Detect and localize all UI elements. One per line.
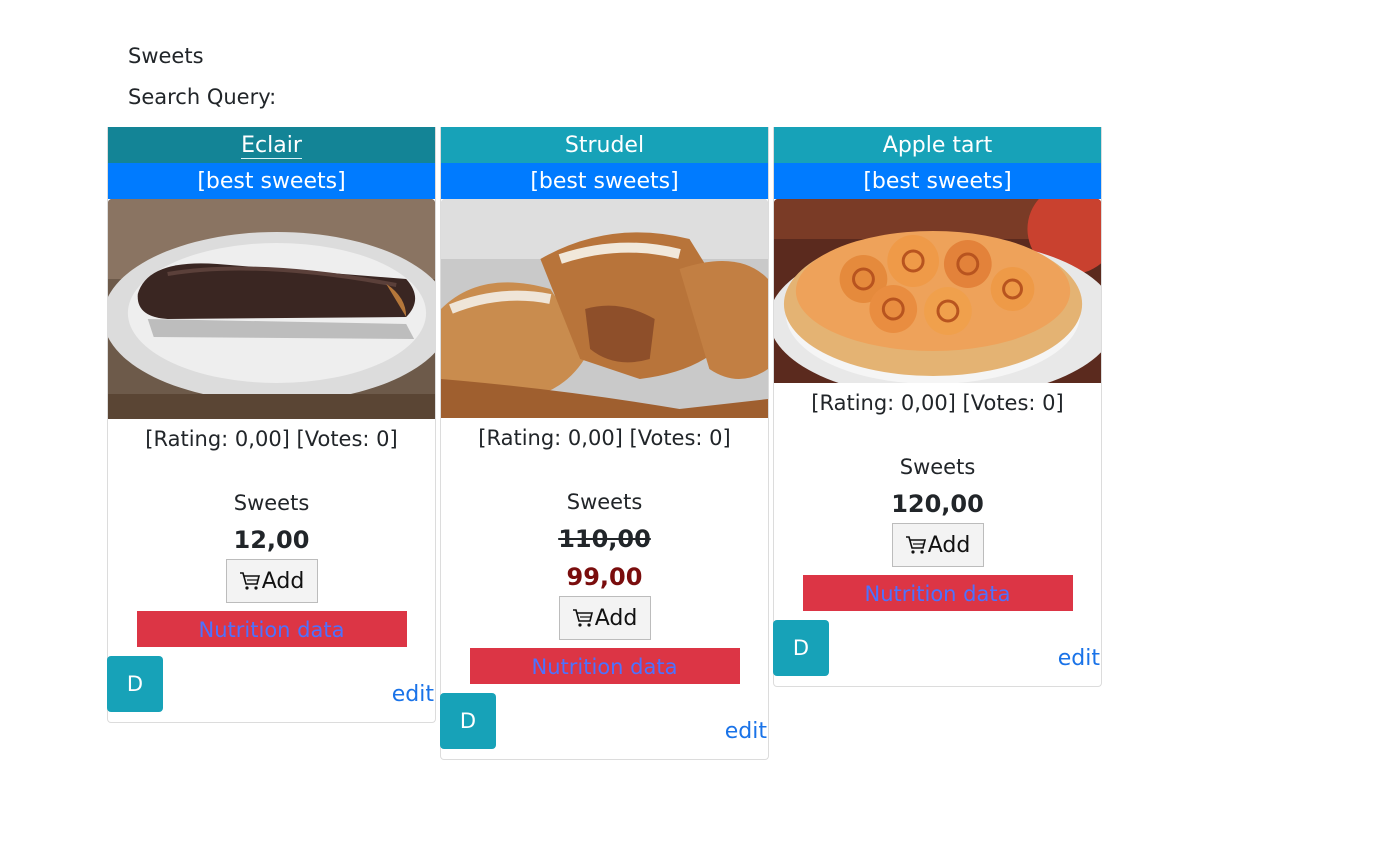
product-card-strudel: Strudel [best sweets] [Rating: 0,00] [Vo… [440, 127, 769, 760]
cart-icon [905, 536, 926, 554]
product-image[interactable] [108, 199, 435, 419]
add-label: Add [594, 605, 638, 631]
d-button[interactable]: D [773, 620, 829, 676]
d-button[interactable]: D [107, 656, 163, 712]
product-title-link[interactable]: Strudel [441, 127, 768, 163]
product-title-link[interactable]: Apple tart [774, 127, 1101, 163]
product-old-price: 110,00 [558, 525, 651, 553]
product-category: Sweets [566, 490, 643, 514]
product-card-apple-tart: Apple tart [best sweets] [Rating: 0,00] … [773, 127, 1102, 687]
nutrition-data-button[interactable]: Nutrition data [469, 648, 740, 684]
page-title: Sweets [128, 44, 204, 68]
search-query-label: Search Query: [128, 85, 277, 109]
d-button[interactable]: D [440, 693, 496, 749]
product-title-text: Eclair [241, 133, 302, 159]
product-category: Sweets [899, 455, 976, 479]
product-tag: [best sweets] [441, 163, 768, 199]
edit-link[interactable]: edit [1057, 646, 1100, 671]
cart-icon [572, 609, 593, 627]
nutrition-data-button[interactable]: Nutrition data [802, 575, 1073, 611]
product-category: Sweets [233, 491, 310, 515]
product-rating: [Rating: 0,00] [Votes: 0] [811, 391, 1064, 415]
product-rating: [Rating: 0,00] [Votes: 0] [478, 426, 731, 450]
add-label: Add [927, 532, 971, 558]
nutrition-data-button[interactable]: Nutrition data [136, 611, 407, 647]
product-image[interactable] [441, 199, 768, 418]
add-to-cart-button[interactable]: Add [891, 523, 984, 567]
product-sale-price: 99,00 [566, 563, 643, 591]
product-title-link[interactable]: Eclair [108, 127, 435, 163]
product-tag: [best sweets] [774, 163, 1101, 199]
add-label: Add [261, 568, 305, 594]
add-to-cart-button[interactable]: Add [225, 559, 318, 603]
edit-link[interactable]: edit [391, 682, 434, 707]
edit-link[interactable]: edit [724, 719, 767, 744]
product-price: 120,00 [891, 490, 984, 518]
add-to-cart-button[interactable]: Add [558, 596, 651, 640]
product-card-eclair: Eclair [best sweets] [Rating: 0,00] [Vot… [107, 127, 436, 723]
cart-icon [239, 572, 260, 590]
product-rating: [Rating: 0,00] [Votes: 0] [145, 427, 398, 451]
product-price: 12,00 [233, 526, 310, 554]
product-title-text: Strudel [564, 133, 645, 158]
product-title-text: Apple tart [882, 133, 993, 158]
product-tag: [best sweets] [108, 163, 435, 199]
product-image[interactable] [774, 199, 1101, 383]
